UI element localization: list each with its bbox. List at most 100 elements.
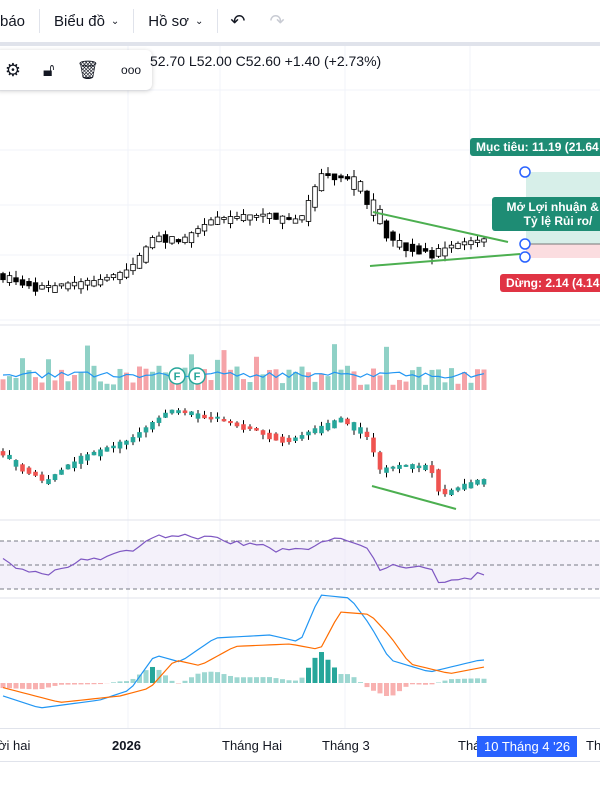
oscillator-candle: [436, 469, 441, 492]
price-candle: [325, 173, 331, 176]
oscillator-candle: [364, 431, 370, 437]
volume-bar: [442, 382, 448, 390]
oscillator-candle: [403, 464, 409, 467]
macd-histogram-bar: [98, 683, 103, 685]
price-candle: [448, 244, 455, 249]
volume-bar: [325, 376, 331, 390]
volume-bar: [124, 372, 129, 390]
undo-icon[interactable]: ↶: [230, 10, 246, 31]
open-label[interactable]: Mở Lợi nhuận & T Tỷ lệ Rủi ro/: [492, 197, 600, 231]
price-candle: [286, 217, 292, 220]
price-candle: [273, 212, 279, 220]
oscillator-candle: [52, 474, 58, 481]
macd-histogram-bar: [78, 683, 84, 685]
menu-partial[interactable]: báo: [0, 9, 41, 33]
macd-histogram-bar: [124, 681, 129, 683]
chart-menu[interactable]: Biểu đồ ⌄: [40, 9, 135, 33]
oscillator-candle: [345, 418, 350, 425]
oscillator-candle: [299, 435, 305, 439]
oscillator-candle: [247, 426, 253, 430]
volume-bar: [468, 382, 474, 390]
price-candle: [422, 248, 429, 252]
oscillator-candle: [189, 411, 194, 416]
volume-bar: [416, 366, 422, 390]
oscillator-candle: [462, 483, 467, 490]
price-candle: [435, 248, 442, 257]
volume-bar: [410, 370, 415, 390]
oscillator-candle: [176, 410, 181, 414]
oscillator-candle: [169, 409, 175, 414]
volume-bar: [260, 374, 266, 390]
price-candle: [338, 175, 344, 179]
redo-icon[interactable]: ↷: [269, 10, 285, 31]
price-candle: [279, 215, 286, 224]
oscillator-candle: [7, 454, 12, 460]
macd-histogram-bar: [351, 677, 357, 683]
volume-bar: [293, 371, 298, 390]
oscillator-candle: [384, 467, 389, 473]
macd-histogram-bar: [325, 659, 331, 683]
price-candle: [71, 281, 78, 287]
price-candle: [58, 283, 65, 287]
macd-histogram-bar: [449, 679, 454, 683]
volume-bar: [312, 381, 318, 390]
macd-histogram-bar: [423, 683, 428, 685]
volume-bar: [91, 365, 97, 390]
volume-bar: [0, 379, 6, 390]
price-candle: [312, 186, 318, 208]
unlock-icon[interactable]: 🔓︎: [42, 59, 55, 80]
macd-histogram-bar: [91, 683, 97, 685]
oscillator-candle: [351, 422, 357, 431]
price-candle: [104, 276, 110, 281]
macd-histogram-bar: [280, 679, 285, 683]
oscillator-candle: [163, 412, 168, 418]
oscillator-candle: [117, 441, 123, 449]
volume-bar: [462, 372, 467, 390]
price-candle: [253, 215, 260, 218]
profile-menu[interactable]: Hồ sơ ⌄: [134, 9, 219, 33]
oscillator-candle: [280, 436, 285, 443]
price-candle: [13, 277, 19, 283]
more-icon[interactable]: ooo: [121, 63, 142, 77]
volume-bar: [59, 369, 64, 390]
oscillator-candle: [410, 464, 415, 470]
oscillator-candle: [475, 479, 480, 485]
oscillator-candle: [338, 417, 344, 423]
macd-histogram-bar: [384, 683, 389, 696]
macd-line: [2, 594, 485, 709]
macd-histogram-bar: [52, 683, 58, 686]
macd-histogram-bar: [0, 683, 6, 689]
volume-bar: [481, 369, 487, 390]
chart-menu-label: Biểu đồ: [54, 12, 105, 30]
oscillator-candle: [20, 464, 25, 472]
price-candle: [195, 228, 201, 234]
volume-bar: [449, 368, 454, 390]
trash-icon[interactable]: 🗑︎: [76, 59, 100, 80]
price-candle: [240, 214, 247, 222]
price-candle: [461, 241, 468, 246]
oscillator-candle: [202, 414, 207, 419]
volume-bar: [143, 368, 149, 390]
oscillator-candle: [234, 422, 240, 427]
oscillator-candle: [286, 437, 292, 443]
volume-bar: [267, 369, 272, 390]
volume-bar: [13, 377, 19, 390]
price-candle: [84, 279, 91, 286]
macd-histogram-bar: [371, 683, 376, 691]
macd-histogram-bar: [273, 678, 279, 683]
oscillator-candle: [72, 461, 77, 469]
time-axis[interactable]: ời hai 2026 Tháng Hai Tháng 3 Thá Th: [0, 728, 600, 762]
price-candle: [403, 242, 409, 252]
volume-bar: [33, 377, 38, 390]
stop-label[interactable]: Dừng: 2.14 (4.14: [500, 274, 600, 292]
target-label[interactable]: Mục tiêu: 11.19 (21.64: [470, 138, 600, 156]
volume-bar: [280, 383, 285, 390]
gear-icon[interactable]: ⚙: [4, 59, 22, 80]
axis-label: Th: [586, 738, 600, 753]
volume-bar: [351, 371, 357, 390]
price-candle: [162, 234, 169, 243]
axis-label: ời hai: [0, 738, 31, 753]
price-candle: [130, 263, 136, 272]
macd-histogram-bar: [306, 667, 311, 683]
